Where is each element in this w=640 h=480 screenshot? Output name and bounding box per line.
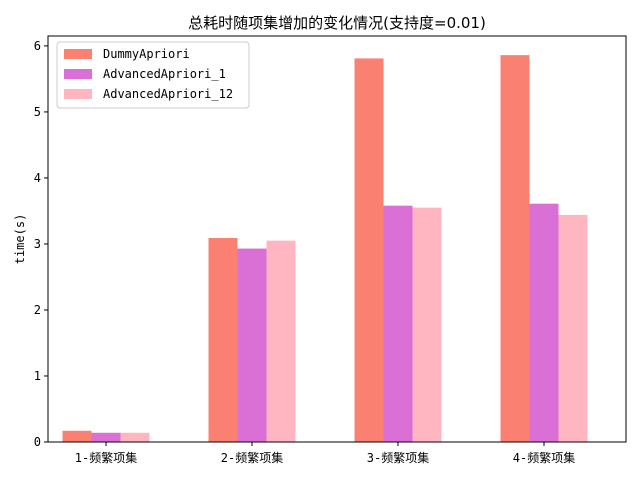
legend-swatch (64, 89, 92, 99)
bar-DummyApriori-2 (209, 238, 238, 442)
legend-swatch (64, 69, 92, 79)
x-tick-label: 3-频繁项集 (367, 450, 429, 465)
x-tick-label: 1-频繁项集 (75, 450, 137, 465)
bar-AdvancedApriori_1-2 (238, 249, 267, 442)
legend: DummyApriori AdvancedApriori_1 AdvancedApr… (57, 42, 249, 108)
y-tick-label: 4 (34, 171, 41, 185)
legend-label: AdvancedApriori_12 (103, 87, 233, 101)
y-tick-label: 3 (34, 237, 41, 251)
legend-swatch (64, 49, 92, 59)
bar-AdvancedApriori_12-4 (559, 215, 588, 442)
bar-AdvancedApriori_1-1 (92, 433, 121, 442)
x-tick-label: 2-频繁项集 (221, 450, 283, 465)
bar-DummyApriori-1 (63, 431, 92, 442)
bar-AdvancedApriori_12-3 (413, 208, 442, 442)
chart-title: 总耗时随项集增加的变化情况(支持度=0.01) (188, 14, 486, 32)
y-tick-label: 0 (34, 435, 41, 449)
y-axis: 0 1 2 3 4 5 6 (34, 39, 48, 449)
y-tick-label: 6 (34, 39, 41, 53)
y-tick-label: 1 (34, 369, 41, 383)
bar-DummyApriori-4 (501, 55, 530, 442)
legend-label: AdvancedApriori_1 (103, 67, 226, 81)
bars-layer (63, 55, 588, 442)
bar-DummyApriori-3 (355, 58, 384, 442)
bar-AdvancedApriori_1-3 (384, 206, 413, 442)
x-tick-label: 4-频繁项集 (513, 450, 575, 465)
y-tick-label: 2 (34, 303, 41, 317)
y-tick-label: 5 (34, 105, 41, 119)
y-axis-label: time(s) (13, 214, 27, 265)
legend-label: DummyApriori (103, 47, 190, 61)
x-axis: 1-频繁项集 2-频繁项集 3-频繁项集 4-频繁项集 (75, 442, 575, 465)
bar-AdvancedApriori_12-1 (121, 433, 150, 442)
bar-AdvancedApriori_12-2 (267, 241, 296, 442)
bar-AdvancedApriori_1-4 (530, 204, 559, 442)
